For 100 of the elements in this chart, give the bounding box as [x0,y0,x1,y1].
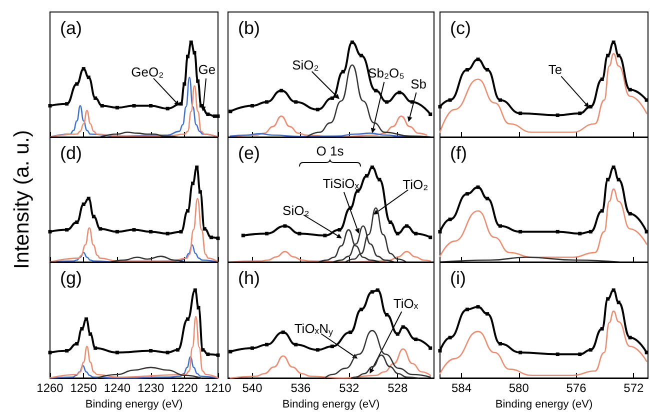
point [228,350,232,354]
point [376,288,380,292]
point [466,192,470,196]
point [476,58,480,62]
point [466,68,470,72]
point [612,40,616,44]
point [498,98,502,102]
point [364,174,368,178]
x-tick-label: 1260 [36,381,64,395]
point [438,230,442,234]
point [628,212,632,216]
chart-title: (d) [60,143,82,163]
point [149,349,153,353]
point [518,350,522,354]
point [612,166,616,170]
point [216,236,220,240]
point [210,236,214,240]
point [428,236,432,240]
x-tick-label: 1210 [204,381,232,395]
x-tick-label: 572 [624,381,644,395]
point [338,228,342,232]
point [498,224,502,228]
point [196,306,200,310]
point [182,82,186,86]
point [616,54,620,58]
point [341,70,345,74]
point [241,234,245,238]
point [202,227,206,231]
text: O 1s [316,144,344,158]
point [265,342,269,346]
point [250,104,254,108]
point [186,317,190,321]
point [201,348,205,352]
annotation: Ge [198,62,216,77]
point [198,190,202,194]
y-axis-title: Intensity (a. u.) [10,130,34,269]
x-axis-title: Binding energy (eV) [85,398,183,410]
point [486,312,490,316]
point [294,100,298,104]
point [92,214,96,218]
x-tick-label: 584 [452,381,472,395]
point [84,317,88,321]
x-tick-label: 540 [242,381,263,395]
annotation: Te [548,62,562,78]
point [186,54,190,58]
x-tick-label: 580 [508,381,530,395]
point [578,112,582,116]
annotation: TiOₓ [393,296,419,312]
point [115,230,119,234]
point [360,308,364,312]
point [350,40,354,44]
point [166,106,170,110]
point [588,230,592,234]
annotation: Sb [410,76,427,92]
point [398,90,402,94]
point [556,113,560,117]
x-axis-title: Binding energy (eV) [282,398,380,410]
annotation: TiSiOₓ [322,176,360,192]
annotation: SiO₂ [282,202,310,218]
point [199,104,203,108]
point [265,232,269,236]
point [330,344,334,348]
x-tick-label: 1240 [104,381,131,395]
point [556,230,560,234]
point [191,182,195,186]
point [588,104,592,108]
point [189,40,193,44]
x-axis-title: Binding energy (eV) [495,398,593,410]
point [216,353,220,357]
chart-title: (h) [238,268,260,288]
point [428,112,432,116]
point [396,332,400,336]
point [65,228,69,232]
point [360,54,364,58]
point [356,189,360,193]
x-tick-label: 1250 [70,381,98,395]
x-tick-label: 532 [339,381,360,395]
point [348,206,352,210]
point [476,305,480,309]
chart-title: (a) [60,18,82,38]
point [100,104,104,108]
point [80,327,84,331]
point [192,50,196,54]
point [438,349,442,353]
point [82,67,86,71]
point [414,338,418,342]
point [628,88,632,92]
x-tick-label: 576 [566,381,587,395]
point [612,288,616,292]
point [606,297,610,301]
point [606,54,610,58]
point [212,114,216,118]
point [518,112,522,116]
point [476,185,480,189]
point [132,104,136,108]
chart-title: (i) [450,268,466,288]
point [265,100,269,104]
point [206,352,210,356]
point [578,352,582,356]
point [166,232,170,236]
